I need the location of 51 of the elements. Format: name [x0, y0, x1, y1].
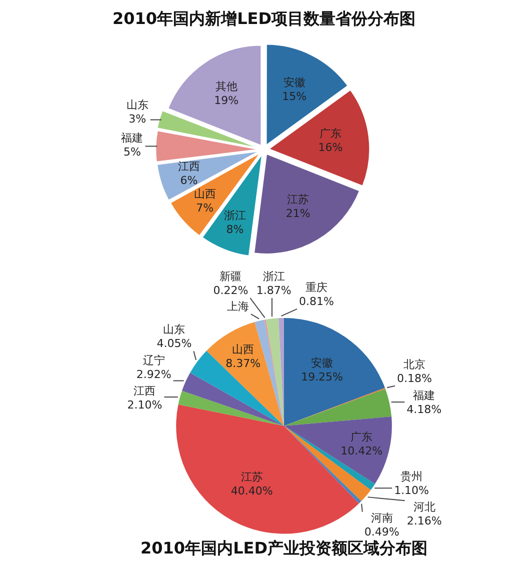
slice-label: 其他	[215, 80, 238, 94]
data-label: 5%	[123, 145, 141, 158]
data-label: 0.49%	[364, 526, 400, 539]
slice-label: 北京	[403, 358, 426, 371]
slice-label: 江苏	[240, 470, 263, 484]
slice-label: 江苏	[287, 193, 310, 206]
data-label: 8%	[226, 222, 244, 236]
slice-label: 浙江	[224, 208, 246, 222]
slice-label: 贵州	[400, 470, 423, 484]
slice-label: 安徽	[311, 356, 334, 370]
slice-label: 新疆	[220, 270, 242, 283]
slice-label: 辽宁	[142, 354, 165, 368]
slice-label: 福建	[121, 131, 144, 144]
data-label: 1.10%	[394, 484, 430, 498]
data-label: 8.37%	[226, 357, 261, 370]
slice-label: 广东	[350, 430, 373, 444]
slice-label: 山西	[232, 343, 254, 356]
slice-label: 江西	[178, 160, 200, 173]
slice-label: 福建	[413, 388, 436, 402]
data-label: 10.42%	[340, 444, 383, 458]
data-label: 19.25%	[301, 370, 344, 384]
data-label: 0.81%	[299, 294, 334, 308]
data-label: 4.18%	[406, 402, 442, 416]
data-label: 19%	[214, 94, 239, 108]
slice-label: 河南	[370, 512, 393, 525]
chart-title: 2010年国内新增LED项目数量省份分布图	[112, 8, 416, 28]
data-label: 2.16%	[406, 514, 442, 528]
data-label: 0.18%	[396, 372, 432, 385]
slice-label: 浙江	[262, 270, 285, 283]
data-label: 0.22%	[213, 284, 248, 297]
data-label: 15%	[282, 90, 307, 103]
slice-label: 河北	[413, 500, 436, 514]
data-label: 7%	[196, 202, 214, 215]
data-label: 2.92%	[136, 368, 172, 382]
data-label: 3%	[128, 112, 146, 126]
data-label: 4.05%	[156, 336, 192, 350]
data-label: 40.40%	[230, 484, 273, 498]
slice-label: 山东	[163, 322, 186, 336]
slice-label: 安徽	[283, 76, 306, 89]
slice-label: 山西	[194, 188, 216, 201]
slice-label: 江西	[134, 384, 156, 398]
data-label: 21%	[286, 207, 310, 220]
data-label: 1.87%	[256, 284, 292, 297]
slice-label: 上海	[226, 300, 249, 313]
slice-label: 重庆	[306, 280, 328, 294]
data-label: 2.10%	[127, 398, 162, 412]
slice-label: 广东	[319, 127, 342, 140]
text: 2010年国内LED产业投资额区域分布图	[140, 538, 428, 558]
slice-label: 山东	[126, 98, 148, 112]
data-label: 16%	[318, 141, 343, 154]
data-label: 6%	[180, 174, 198, 187]
